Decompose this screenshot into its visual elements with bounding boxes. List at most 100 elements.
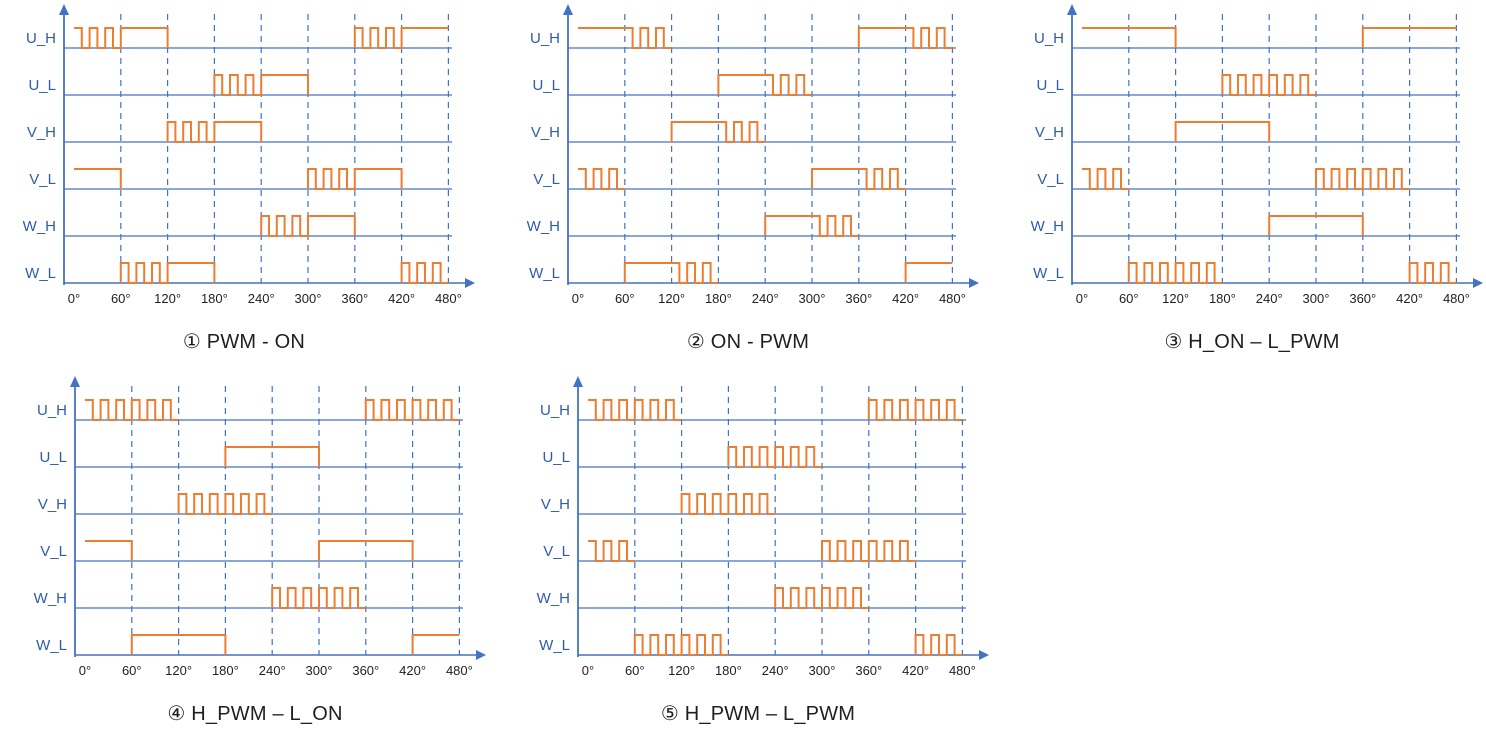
signal-label-U_L: U_L xyxy=(39,449,67,466)
x-axis-arrow-icon xyxy=(465,278,475,288)
waveform-V_H xyxy=(1174,121,1271,142)
x-tick-360°: 360° xyxy=(352,663,379,678)
signal-label-W_H: W_H xyxy=(537,590,570,607)
waveform-U_L xyxy=(1221,74,1316,96)
caption-h-pwm-l-pwm: ⑤ H_PWM – L_PWM xyxy=(660,703,856,725)
x-tick-60°: 60° xyxy=(1119,291,1139,306)
x-tick-420°: 420° xyxy=(399,663,426,678)
x-tick-120°: 120° xyxy=(165,663,192,678)
signal-label-W_L: W_L xyxy=(36,637,67,654)
waveform-W_H xyxy=(1268,215,1364,236)
waveform-V_H xyxy=(177,493,273,515)
waveform-U_L xyxy=(213,74,309,96)
signal-label-U_H: U_H xyxy=(540,402,570,419)
signal-label-W_H: W_H xyxy=(23,218,56,235)
timing-plot: 0° 60° 120° 180° 240° 300° 360° 420° 480° U_H U_L V… xyxy=(537,376,989,678)
waveform-U_H xyxy=(588,399,963,421)
caption-h-pwm-l-on: ④ H_PWM – L_ON xyxy=(167,703,343,725)
x-tick-60°: 60° xyxy=(615,291,635,306)
y-axis-arrow-icon xyxy=(1067,4,1077,15)
waveform-W_L xyxy=(119,262,449,284)
x-tick-480°: 480° xyxy=(939,291,966,306)
x-tick-300°: 300° xyxy=(809,663,836,678)
x-tick-180°: 180° xyxy=(212,663,239,678)
waveform-U_L xyxy=(727,446,822,468)
waveform-U_H xyxy=(1082,27,1457,48)
waveform-U_L xyxy=(717,74,812,96)
x-tick-420°: 420° xyxy=(902,663,929,678)
x-tick-0°: 0° xyxy=(68,291,80,306)
y-axis-arrow-icon xyxy=(70,376,80,387)
waveform-V_H xyxy=(166,121,263,143)
waveform-U_H xyxy=(85,399,460,421)
y-axis-arrow-icon xyxy=(573,376,583,387)
x-tick-240°: 240° xyxy=(1256,291,1283,306)
signal-label-U_H: U_H xyxy=(1034,30,1064,47)
timing-plot: 0° 60° 120° 180° 240° 300° 360° 420° 480° U_H U_L V… xyxy=(23,4,475,306)
x-axis-arrow-icon xyxy=(969,278,979,288)
x-tick-480°: 480° xyxy=(949,663,976,678)
caption-h-on-l-pwm: ③ H_ON – L_PWM xyxy=(1164,331,1340,353)
x-tick-420°: 420° xyxy=(1396,291,1423,306)
signal-label-V_L: V_L xyxy=(1037,171,1064,188)
x-tick-480°: 480° xyxy=(435,291,462,306)
signal-label-V_L: V_L xyxy=(29,171,56,188)
x-tick-180°: 180° xyxy=(705,291,732,306)
plot-area-on-pwm: 0° 60° 120° 180° 240° 300° 360° 420° 480° U_H U_L V… xyxy=(508,2,988,315)
timing-plot: 0° 60° 120° 180° 240° 300° 360° 420° 480° U_H U_L V… xyxy=(34,376,486,678)
waveform-V_H xyxy=(680,493,776,515)
signal-label-W_H: W_H xyxy=(34,590,67,607)
x-axis-arrow-icon xyxy=(1473,278,1483,288)
x-tick-480°: 480° xyxy=(1443,291,1470,306)
x-axis-arrow-icon xyxy=(476,650,486,660)
signal-label-W_L: W_L xyxy=(1033,265,1064,282)
x-tick-180°: 180° xyxy=(201,291,228,306)
waveform-V_H xyxy=(670,121,766,143)
x-tick-360°: 360° xyxy=(845,291,872,306)
signal-label-U_H: U_H xyxy=(37,402,67,419)
signal-label-V_H: V_H xyxy=(1035,124,1064,141)
signal-label-W_L: W_L xyxy=(25,265,56,282)
caption-on-pwm: ② ON - PWM xyxy=(686,331,810,353)
x-tick-120°: 120° xyxy=(668,663,695,678)
x-tick-60°: 60° xyxy=(625,663,645,678)
x-tick-300°: 300° xyxy=(295,291,322,306)
x-tick-240°: 240° xyxy=(259,663,286,678)
x-tick-240°: 240° xyxy=(248,291,275,306)
x-tick-120°: 120° xyxy=(1162,291,1189,306)
x-tick-420°: 420° xyxy=(388,291,415,306)
x-tick-300°: 300° xyxy=(799,291,826,306)
signal-label-U_L: U_L xyxy=(1036,77,1064,94)
timing-plot: 0° 60° 120° 180° 240° 300° 360° 420° 480° U_H U_L V… xyxy=(1031,4,1483,306)
x-tick-60°: 60° xyxy=(111,291,131,306)
waveform-W_H xyxy=(764,215,859,237)
x-tick-0°: 0° xyxy=(582,663,594,678)
waveform-V_L xyxy=(588,540,916,562)
plot-area-pwm-on: 0° 60° 120° 180° 240° 300° 360° 420° 480° U_H U_L V… xyxy=(4,2,484,315)
waveform-V_L xyxy=(578,168,906,190)
x-tick-240°: 240° xyxy=(752,291,779,306)
signal-label-U_L: U_L xyxy=(532,77,560,94)
signal-label-W_L: W_L xyxy=(529,265,560,282)
x-tick-420°: 420° xyxy=(892,291,919,306)
signal-label-V_H: V_H xyxy=(531,124,560,141)
signal-label-W_H: W_H xyxy=(527,218,560,235)
x-tick-60°: 60° xyxy=(122,663,142,678)
waveform-W_H xyxy=(774,587,869,609)
waveform-W_L xyxy=(1127,262,1457,284)
x-tick-360°: 360° xyxy=(341,291,368,306)
signal-label-W_H: W_H xyxy=(1031,218,1064,235)
signal-label-V_H: V_H xyxy=(27,124,56,141)
waveform-U_L xyxy=(224,446,320,467)
waveform-W_H xyxy=(260,215,356,237)
waveform-W_H xyxy=(271,587,366,609)
waveform-W_L xyxy=(130,634,460,655)
signal-label-V_L: V_L xyxy=(543,543,570,560)
signal-label-V_H: V_H xyxy=(541,496,570,513)
plot-area-h-pwm-l-on: 0° 60° 120° 180° 240° 300° 360° 420° 480° U_H U_L V… xyxy=(15,374,495,687)
chart-h-pwm-l-pwm: 0° 60° 120° 180° 240° 300° 360° 420° 480° U_H U_L V… xyxy=(518,374,998,726)
x-tick-180°: 180° xyxy=(715,663,742,678)
signal-label-U_L: U_L xyxy=(542,449,570,466)
x-tick-120°: 120° xyxy=(154,291,181,306)
signal-label-U_H: U_H xyxy=(530,30,560,47)
